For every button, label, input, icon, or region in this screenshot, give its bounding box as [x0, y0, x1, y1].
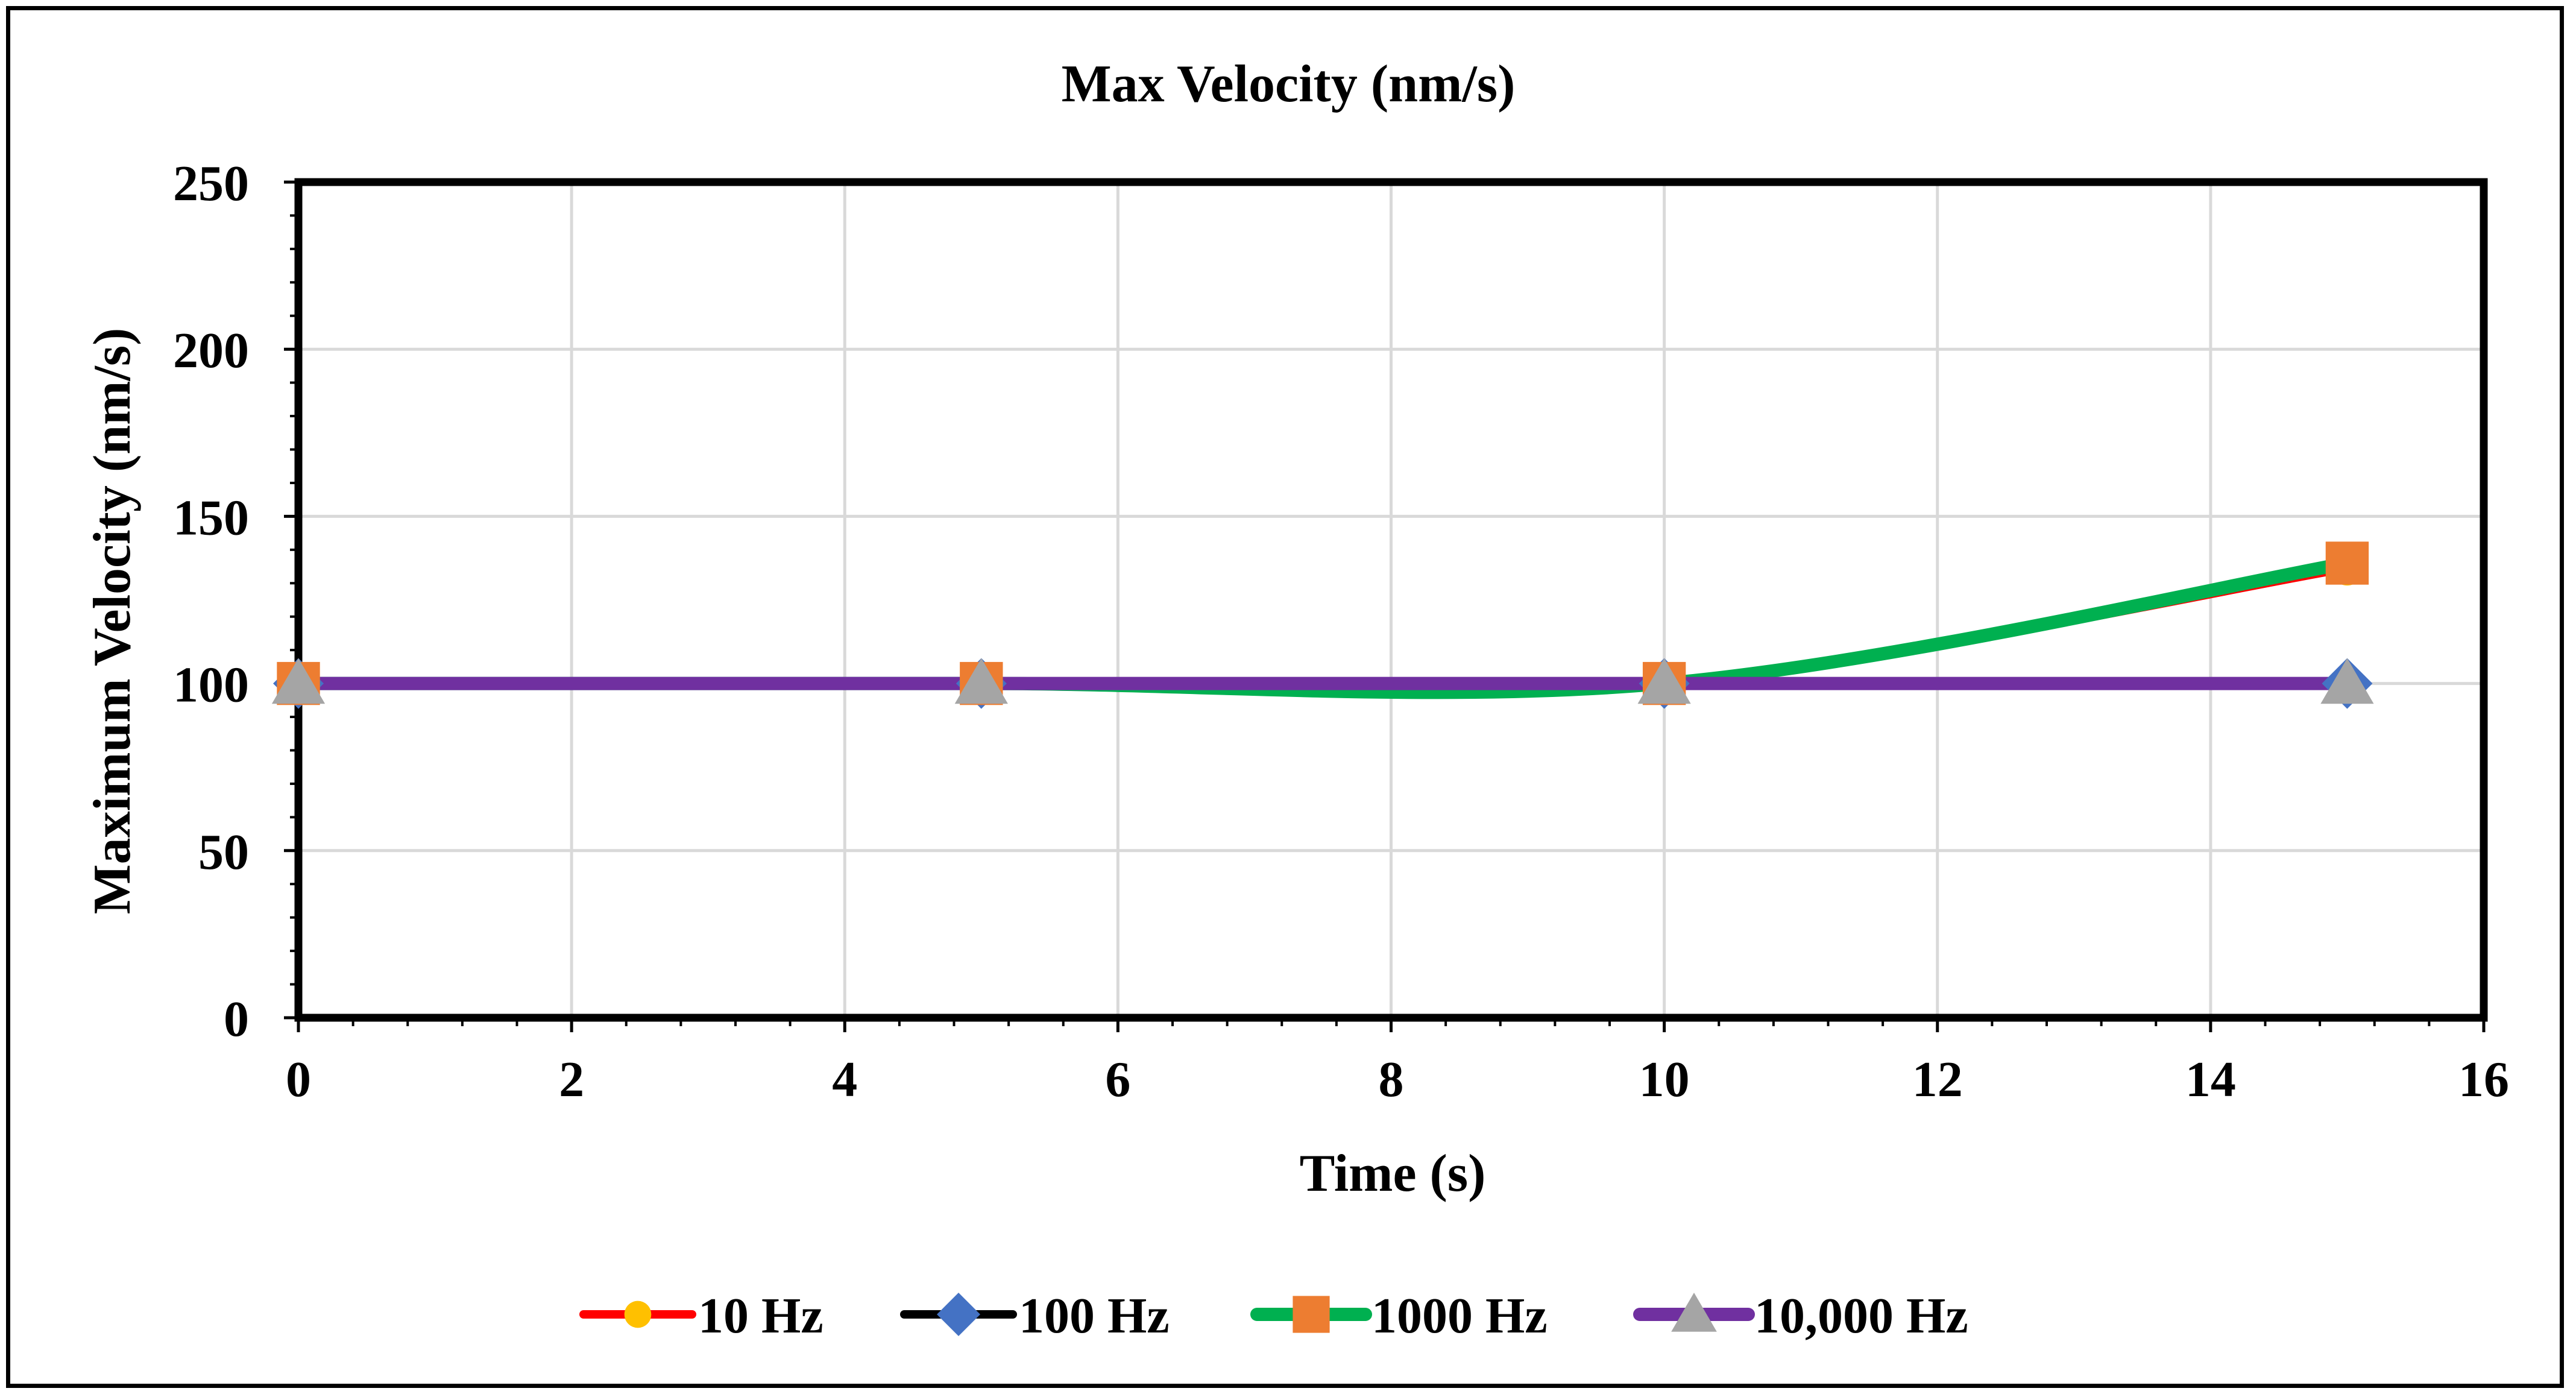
data-point-triangle	[2320, 658, 2374, 704]
data-point-triangle	[1671, 1293, 1717, 1332]
y-tick-label: 250	[173, 156, 249, 212]
data-point-square	[2325, 541, 2369, 585]
y-tick-label: 0	[224, 991, 249, 1047]
data-point-triangle	[1637, 658, 1691, 704]
y-axis-label: Maximum Velocity (nm/s)	[83, 328, 142, 915]
x-tick-label: 10	[1639, 1052, 1690, 1108]
chart-title: Max Velocity (nm/s)	[1062, 55, 1516, 113]
legend: 10 Hz 100 Hz 1000 Hz 10,000 Hz	[579, 1288, 1968, 1344]
x-tick-label: 4	[832, 1052, 857, 1108]
x-tick-label: 14	[2185, 1052, 2236, 1108]
data-point-triangle	[271, 658, 326, 704]
x-tick-label: 8	[1379, 1052, 1404, 1108]
series-layer	[292, 557, 2354, 699]
x-tick-label: 6	[1105, 1052, 1130, 1108]
legend-label: 100 Hz	[1019, 1288, 1170, 1344]
legend-label: 10,000 Hz	[1754, 1288, 1968, 1344]
y-tick-label: 50	[198, 824, 249, 880]
x-tick-label: 16	[2458, 1052, 2509, 1108]
marker-layer	[271, 541, 2374, 709]
data-point-square	[1293, 1296, 1330, 1333]
x-tick-label: 2	[559, 1052, 584, 1108]
x-axis-label: Time (s)	[1300, 1144, 1486, 1203]
data-point-triangle	[954, 658, 1008, 704]
legend-label: 1000 Hz	[1371, 1288, 1548, 1344]
y-tick-label: 200	[173, 323, 249, 379]
chart-frame	[6, 6, 2564, 1388]
legend-label: 10 Hz	[698, 1288, 824, 1344]
x-tick-label: 0	[286, 1052, 311, 1108]
data-point-diamond	[937, 1293, 980, 1336]
x-tick-label: 12	[1912, 1052, 1963, 1108]
series-line	[292, 557, 2354, 699]
data-point-circle	[624, 1301, 652, 1328]
y-tick-label: 100	[173, 657, 249, 713]
axis-ticks: 0 2 4 6 8 10 12 14 16 0 50 100 150 200 250	[173, 156, 2509, 1108]
y-tick-label: 150	[173, 490, 249, 546]
